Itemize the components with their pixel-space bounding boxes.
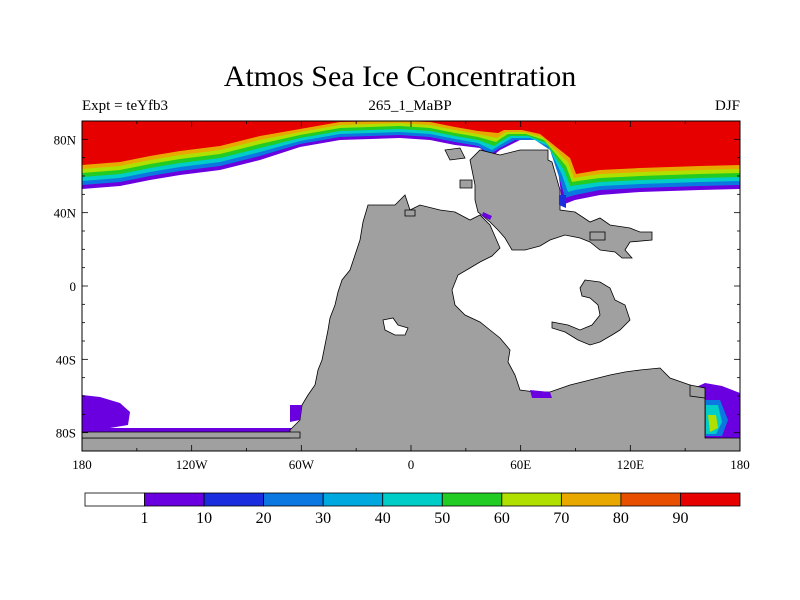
colorbar — [84, 492, 741, 507]
x-tick-label: 60W — [289, 457, 315, 472]
colorbar-labels: 1 10 20 30 40 50 60 70 80 90 — [141, 510, 689, 527]
experiment-label: Expt = teYfb3 — [82, 98, 168, 114]
map-plot-area — [82, 121, 740, 451]
colorbar-swatch — [382, 492, 443, 507]
colorbar-swatch — [84, 492, 145, 507]
axis-ticks — [81, 120, 741, 452]
x-tick-label: 180 — [72, 457, 92, 472]
season-label: DJF — [714, 98, 740, 114]
chart-title: Atmos Sea Ice Concentration — [223, 60, 577, 93]
continent-main — [82, 194, 740, 451]
y-tick-label: 40N — [54, 206, 77, 221]
axis-tick-labels: 180 120W 60W 0 60E 120E 180 80N 40N 0 40S 80S — [54, 132, 750, 472]
period-label: 265_1_MaBP — [368, 98, 452, 114]
colorbar-label: 60 — [494, 510, 510, 527]
colorbar-swatch — [144, 492, 205, 507]
x-tick-label: 0 — [408, 457, 415, 472]
colorbar-swatch — [322, 492, 384, 507]
x-tick-label: 180 — [730, 457, 750, 472]
colorbar-label: 80 — [613, 510, 629, 527]
colorbar-swatch — [263, 492, 324, 507]
colorbar-label: 90 — [672, 510, 688, 527]
arctic-sea-ice — [82, 121, 740, 205]
colorbar-swatch — [441, 492, 503, 507]
colorbar-label: 50 — [434, 510, 450, 527]
colorbar-label: 10 — [196, 510, 212, 527]
colorbar-label: 30 — [315, 510, 331, 527]
colorbar-label: 70 — [553, 510, 569, 527]
y-tick-label: 80N — [54, 132, 77, 147]
y-tick-label: 0 — [70, 279, 77, 294]
coastal-ice-fringes — [290, 195, 566, 422]
colorbar-label: 20 — [256, 510, 272, 527]
colorbar-swatch — [203, 492, 265, 507]
y-tick-label: 80S — [56, 426, 76, 441]
continent-north — [469, 149, 653, 259]
island-east — [551, 279, 631, 346]
land-masses — [82, 147, 740, 451]
colorbar-label: 1 — [141, 510, 149, 527]
y-tick-label: 40S — [56, 352, 76, 367]
x-tick-label: 60E — [510, 457, 531, 472]
colorbar-swatch — [680, 492, 741, 507]
colorbar-swatch — [560, 492, 622, 507]
colorbar-swatch — [501, 492, 562, 507]
colorbar-swatch — [620, 492, 681, 507]
x-tick-label: 120E — [617, 457, 645, 472]
x-tick-label: 120W — [176, 457, 209, 472]
colorbar-label: 40 — [375, 510, 391, 527]
